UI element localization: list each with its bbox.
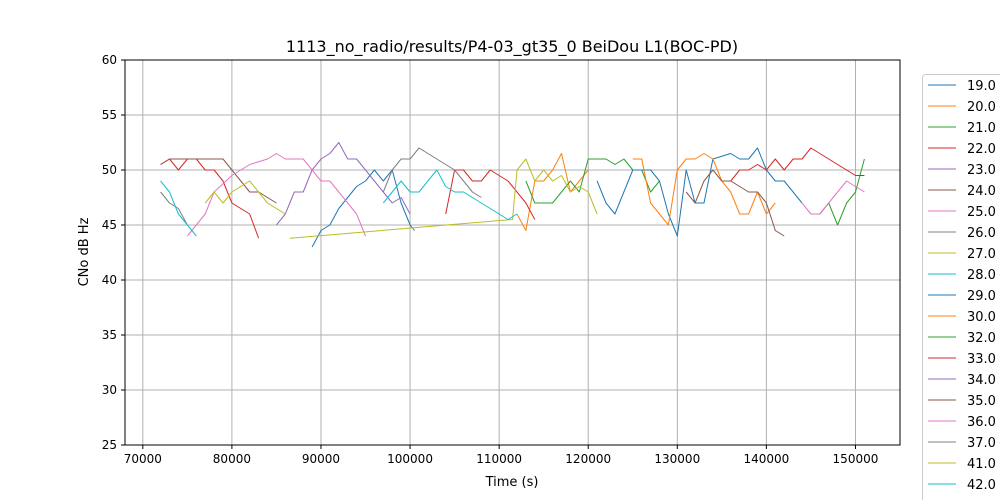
series-line-21-0 (526, 159, 660, 203)
x-tick-label: 140000 (743, 452, 789, 466)
legend-label: 37.0 (967, 436, 996, 451)
legend-label: 42.0 (967, 478, 996, 493)
y-tick-label: 55 (102, 108, 117, 122)
series-line-41-0 (290, 159, 597, 238)
x-tick-label: 110000 (476, 452, 522, 466)
y-tick-label: 60 (102, 53, 117, 67)
x-tick-label: 120000 (565, 452, 611, 466)
chart-title: 1113_no_radio/results/P4-03_gt35_0 BeiDo… (286, 37, 738, 57)
x-tick-label: 80000 (213, 452, 251, 466)
x-tick-label: 100000 (387, 452, 433, 466)
legend-label: 23.0 (967, 163, 996, 178)
series-line-24-0 (161, 159, 277, 203)
legend-label: 34.0 (967, 373, 996, 388)
legend-label: 33.0 (967, 352, 996, 367)
legend-label: 41.0 (967, 457, 996, 472)
series-line-25-0 (187, 154, 365, 237)
series-line-30-0 (633, 154, 776, 226)
legend-label: 35.0 (967, 394, 996, 409)
series-line-42-0 (383, 170, 517, 220)
legend: 19.0 20.0 21.0 22.0 23.0 24.0 25.0 26.0 27.0 28.0… (923, 75, 1000, 501)
legend-label: 25.0 (967, 205, 996, 220)
y-tick-label: 30 (102, 383, 117, 397)
series-line-32-0 (820, 159, 865, 225)
legend-label: 26.0 (967, 226, 996, 241)
legend-label: 19.0 (967, 79, 996, 94)
x-axis-ticks: 70000 80000 90000 100000 110000 120000 130000 1… (124, 445, 879, 466)
grid-lines (125, 60, 900, 445)
x-axis-label: Time (s) (485, 475, 539, 490)
legend-label: 29.0 (967, 289, 996, 304)
legend-label: 36.0 (967, 415, 996, 430)
legend-label: 27.0 (967, 247, 996, 262)
x-tick-label: 90000 (302, 452, 340, 466)
y-tick-label: 45 (102, 218, 117, 232)
y-axis-label: CNo dB Hz (77, 217, 92, 286)
x-tick-label: 130000 (654, 452, 700, 466)
y-tick-label: 40 (102, 273, 117, 287)
legend-label: 32.0 (967, 331, 996, 346)
y-tick-label: 50 (102, 163, 117, 177)
legend-label: 21.0 (967, 121, 996, 136)
series-lines (161, 143, 865, 248)
series-line-23-0 (276, 143, 410, 226)
y-tick-label: 35 (102, 328, 117, 342)
y-axis-ticks: 25 30 35 40 45 50 55 60 (102, 53, 125, 452)
x-tick-label: 150000 (833, 452, 879, 466)
legend-label: 28.0 (967, 268, 996, 283)
legend-label: 24.0 (967, 184, 996, 199)
plot-frame (125, 60, 900, 445)
series-line-20-0 (517, 154, 588, 231)
legend-label: 30.0 (967, 310, 996, 325)
y-tick-label: 25 (102, 438, 117, 452)
x-tick-label: 70000 (124, 452, 162, 466)
series-line-22-0 (161, 159, 259, 238)
legend-label: 22.0 (967, 142, 996, 157)
legend-label: 20.0 (967, 100, 996, 115)
